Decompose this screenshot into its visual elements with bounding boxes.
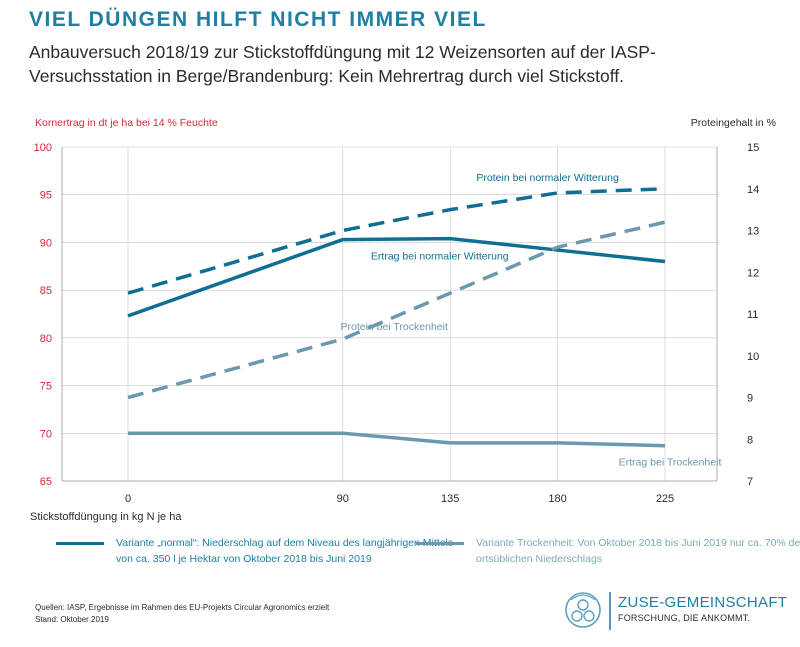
y-right-tick-label: 13	[747, 226, 759, 238]
y-left-tick-label: 95	[40, 190, 52, 202]
legend-text-normal: Variante „normal“: Niederschlag auf dem …	[116, 537, 454, 565]
page-subtitle: Anbauversuch 2018/19 zur Stickstoffdüngu…	[29, 42, 656, 86]
x-tick-label: 0	[125, 493, 131, 505]
series-label-ertrag-bei-normaler-witterung: Ertrag bei normaler Witterung	[371, 251, 509, 263]
y-left-tick-label: 100	[34, 142, 52, 154]
series-label-protein-bei-trockenheit: Protein bei Trockenheit	[340, 321, 447, 333]
legend-swatch-dry	[416, 542, 464, 545]
y-right-tick-label: 15	[747, 142, 759, 154]
zuse-logo-icon	[565, 592, 611, 630]
x-tick-label: 90	[337, 493, 349, 505]
series-lines	[127, 187, 666, 448]
y-left-tick-label: 80	[40, 333, 52, 345]
x-tick-label: 180	[548, 493, 566, 505]
y-left-tick-label: 65	[40, 476, 52, 488]
y-right-tick-label: 9	[747, 393, 753, 405]
y-left-tick-label: 75	[40, 381, 52, 393]
series-line-protein-bei-trockenheit	[127, 220, 666, 400]
x-tick-label: 225	[656, 493, 674, 505]
x-tick-label: 135	[441, 493, 459, 505]
y-right-tick-label: 11	[747, 309, 758, 321]
series-line-ertrag-bei-trockenheit	[128, 431, 666, 448]
page-title: VIEL DÜNGEN HILFT NICHT IMMER VIEL	[29, 8, 487, 31]
sources-note: Quellen: IASP, Ergebnisse im Rahmen des …	[35, 602, 329, 625]
legend-swatch-normal	[56, 542, 104, 545]
y-axis-left-label: Kornertrag in dt je ha bei 14 % Feuchte	[35, 117, 218, 129]
y-left-tick-label: 85	[40, 285, 52, 297]
logo-name: ZUSE-GEMEINSCHAFT	[618, 594, 788, 611]
legend-text-dry: Variante Trockenheit: Von Oktober 2018 b…	[476, 537, 800, 565]
y-left-tick-label: 70	[40, 428, 52, 440]
series-label-protein-bei-normaler-witterung: Protein bei normaler Witterung	[476, 172, 619, 184]
axes: 65 70 75 80 85 90 95 100 7 8 9 10 11 12 13 14 15 0 90 135 18…	[34, 142, 760, 505]
y-right-tick-label: 10	[747, 351, 759, 363]
series-line-ertrag-bei-normaler-witterung	[127, 236, 666, 318]
logo-tagline: FORSCHUNG, DIE ANKOMMT.	[618, 613, 751, 623]
y-right-tick-label: 8	[747, 434, 753, 446]
y-right-tick-label: 14	[747, 184, 759, 196]
y-left-tick-label: 90	[40, 237, 52, 249]
y-right-tick-label: 12	[747, 267, 759, 279]
y-axis-right-label: Proteingehalt in %	[690, 117, 776, 129]
legend-item-dry: Variante Trockenheit: Von Oktober 2018 b…	[416, 536, 800, 567]
legend-item-normal: Variante „normal“: Niederschlag auf dem …	[56, 536, 456, 567]
date-text: Stand: Oktober 2019	[35, 614, 109, 624]
series-label-ertrag-bei-trockenheit: Ertrag bei Trockenheit	[619, 457, 722, 469]
x-axis-label: Stickstoffdüngung in kg N je ha	[30, 511, 182, 523]
y-right-tick-label: 7	[747, 476, 753, 488]
series-line-protein-bei-normaler-witterung	[127, 187, 666, 295]
grid	[62, 146, 717, 482]
series-labels: Protein bei normaler Witterung Ertrag bei…	[340, 172, 721, 469]
sources-text: Quellen: IASP, Ergebnisse im Rahmen des …	[35, 603, 330, 612]
